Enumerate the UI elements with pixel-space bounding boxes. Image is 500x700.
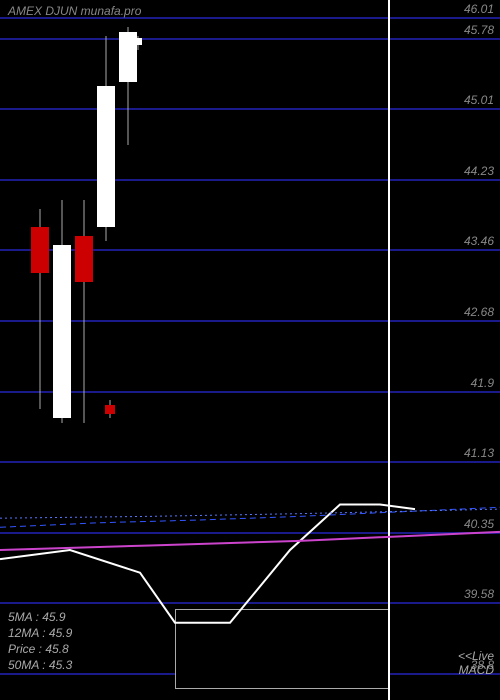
candle	[31, 209, 49, 409]
macd-label: MACD	[459, 663, 494, 677]
live-label: <<Live	[458, 649, 494, 663]
chart-container: AMEX DJUN munafa.pro 46.01 45.78 45.01 44.2…	[0, 0, 500, 700]
grid-label: 41.9	[471, 376, 494, 390]
ma-line-blue_dotted	[0, 509, 500, 518]
stat-ma12: 12MA : 45.9	[8, 626, 72, 640]
grid-label: 46.01	[464, 2, 494, 16]
chart-title: AMEX DJUN munafa.pro	[8, 4, 141, 18]
ma-line-magenta_line	[0, 532, 500, 550]
candle	[53, 200, 71, 423]
stat-ma5: 5MA : 45.9	[8, 610, 66, 624]
candle	[105, 400, 115, 418]
stat-ma50: 50MA : 45.3	[8, 658, 72, 672]
candle	[134, 36, 142, 50]
grid-label: 42.68	[464, 305, 494, 319]
stat-price: Price : 45.8	[8, 642, 69, 656]
grid-label: 41.13	[464, 446, 494, 460]
grid-label: 44.23	[464, 164, 494, 178]
grid-label: 39.58	[464, 587, 494, 601]
grid-label: 45.01	[464, 93, 494, 107]
grid-label: 40.35	[464, 517, 494, 531]
candle	[97, 36, 115, 241]
grid-label: 45.78	[464, 23, 494, 37]
candle	[75, 200, 93, 423]
grid-label: 43.46	[464, 234, 494, 248]
ma-line-white_line	[0, 505, 415, 623]
